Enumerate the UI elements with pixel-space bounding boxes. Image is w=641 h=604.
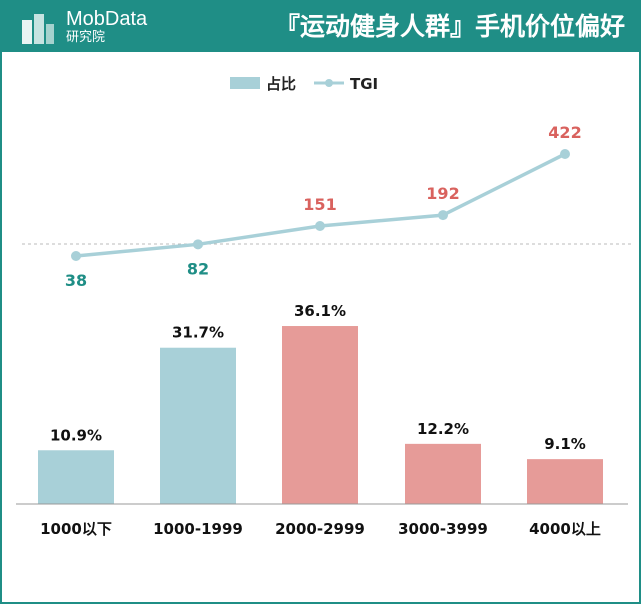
- tgi-label-0: 38: [65, 271, 87, 290]
- legend-line-label: TGI: [350, 75, 378, 93]
- bar-0: [38, 450, 114, 504]
- bar-label-0: 10.9%: [50, 426, 102, 444]
- tgi-point-2: [315, 220, 325, 231]
- bar-label-3: 12.2%: [417, 420, 469, 438]
- page-title: 『运动健身人群』手机价位偏好: [274, 12, 625, 41]
- bar-2: [282, 326, 358, 504]
- tgi-point-4: [560, 149, 570, 159]
- x-tick-label-3: 3000-3999: [398, 520, 488, 538]
- brand-subtitle: 研究院: [66, 30, 106, 45]
- tgi-point-3: [438, 210, 448, 221]
- bar-4: [527, 459, 603, 504]
- mobdata-logo-icon: [22, 14, 54, 44]
- legend-bar-swatch: [230, 77, 260, 89]
- tgi-label-3: 192: [426, 184, 459, 203]
- tgi-label-2: 151: [303, 195, 336, 214]
- x-tick-label-1: 1000-1999: [153, 520, 243, 538]
- tgi-point-1: [193, 239, 203, 250]
- tgi-point-0: [71, 251, 81, 261]
- bar-3: [405, 443, 481, 504]
- legend-line-marker: [325, 79, 333, 87]
- tgi-label-4: 422: [548, 123, 581, 142]
- x-tick-label-0: 1000以下: [40, 520, 112, 538]
- x-tick-label-2: 2000-2999: [275, 520, 365, 538]
- bar-1: [160, 347, 236, 504]
- bar-label-2: 36.1%: [294, 302, 346, 320]
- x-tick-label-4: 4000以上: [529, 520, 601, 538]
- brand-name: MobData: [66, 8, 148, 30]
- bar-label-1: 31.7%: [172, 324, 224, 342]
- tgi-label-1: 82: [187, 259, 209, 278]
- bar-label-4: 9.1%: [544, 435, 586, 453]
- header-bar: MobData 研究院 『运动健身人群』手机价位偏好: [2, 2, 639, 52]
- legend-bar-label: 占比: [266, 75, 296, 93]
